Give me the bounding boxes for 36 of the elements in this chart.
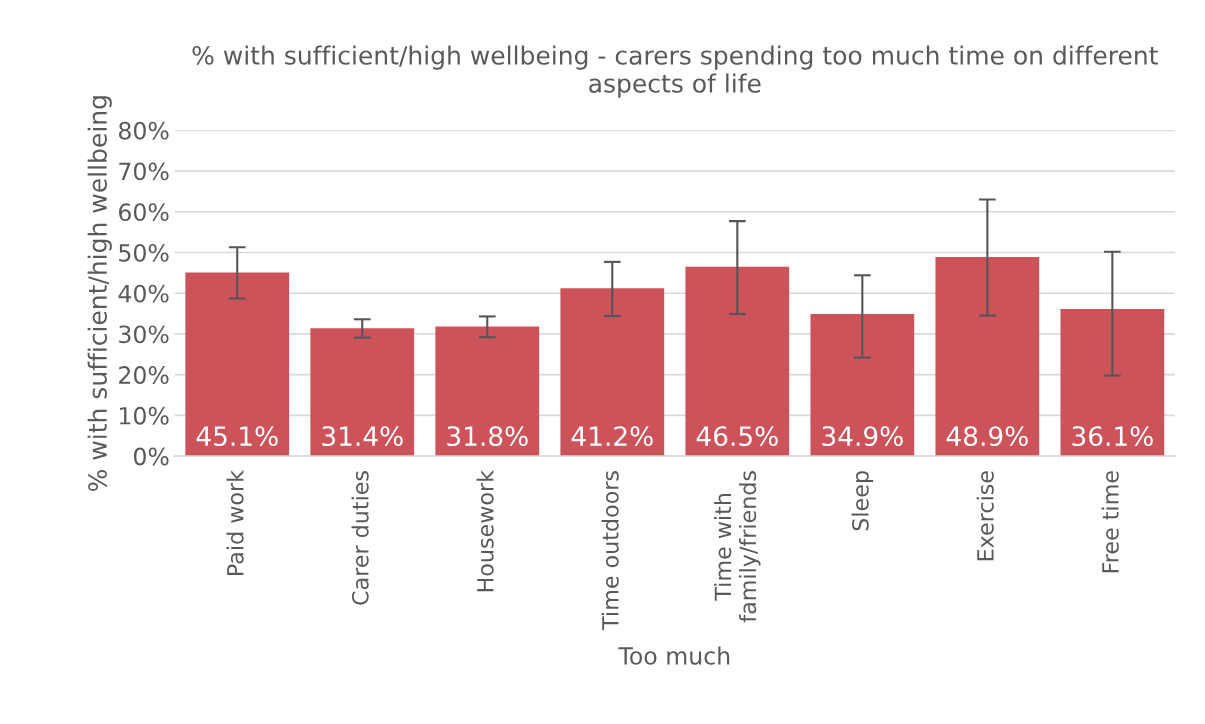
- x-tick-label: Carer duties: [351, 471, 369, 605]
- x-axis-title: Too much: [618, 646, 730, 665]
- y-tick-label: 60%: [119, 203, 169, 222]
- data-label: 41.2%: [571, 426, 653, 447]
- y-tick-label: 20%: [119, 366, 169, 384]
- data-label: 45.1%: [196, 426, 278, 447]
- x-tick-label: Time with family/friends: [714, 471, 761, 623]
- x-tick-label: Time outdoors: [601, 471, 619, 630]
- data-label: 31.4%: [322, 426, 403, 447]
- bar: [310, 328, 415, 457]
- bar: [185, 272, 290, 457]
- bar: [685, 266, 790, 457]
- bar: [935, 256, 1040, 457]
- chart-title: % with sufficient/high wellbeing - carers spending too much time on different aspects of life: [192, 45, 1158, 98]
- data-label: 31.8%: [447, 426, 528, 447]
- y-tick-label: 50%: [119, 243, 169, 262]
- bar: [810, 313, 915, 457]
- x-tick-label: Housework: [476, 470, 494, 592]
- data-label: 36.1%: [1072, 426, 1153, 447]
- y-tick-label: 40%: [118, 284, 169, 303]
- y-tick-label: 30%: [119, 325, 169, 344]
- y-axis-title: % with sufficient/high wellbeing: [87, 96, 112, 491]
- data-label: 34.9%: [822, 426, 903, 447]
- y-tick-label: 10%: [119, 406, 169, 425]
- x-tick-label: Sleep: [851, 471, 874, 531]
- bar: [560, 288, 665, 457]
- x-tick-label: Exercise: [976, 471, 994, 561]
- y-tick-label: 0%: [133, 447, 169, 466]
- bar: [1060, 309, 1165, 457]
- x-tick-label: Paid work: [226, 470, 244, 575]
- y-tick-label: 80%: [118, 121, 169, 140]
- bar: [435, 326, 540, 457]
- data-label: 46.5%: [696, 426, 778, 447]
- y-tick-label: 70%: [119, 162, 169, 181]
- x-tick-label: Free time: [1101, 471, 1119, 573]
- data-label: 48.9%: [946, 426, 1028, 447]
